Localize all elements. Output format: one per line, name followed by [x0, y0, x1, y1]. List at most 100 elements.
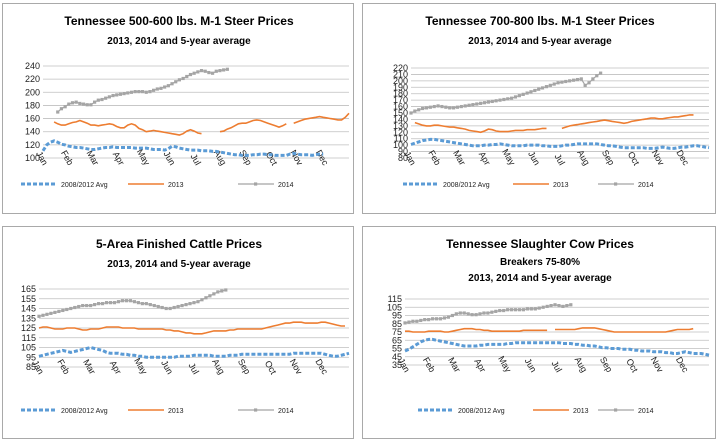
series-point	[200, 298, 204, 302]
series-point	[432, 104, 436, 109]
chart-title: 5-Area Finished Cattle Prices	[96, 237, 262, 251]
series-point	[521, 92, 525, 96]
legend-item: 2008/2012 Avg	[21, 408, 108, 415]
series-point	[568, 79, 572, 83]
series-point	[192, 301, 196, 305]
series-point	[188, 302, 192, 306]
x-tick-label: Sep	[598, 355, 615, 374]
series-point	[174, 80, 178, 84]
series-point	[57, 309, 61, 314]
series-point	[423, 318, 427, 322]
x-tick-label: Oct	[264, 150, 280, 168]
legend-label: 2013	[553, 182, 569, 189]
x-tick-label: May	[132, 356, 149, 376]
series-point	[129, 90, 134, 94]
series-point	[166, 84, 170, 88]
legend-item: 2014	[238, 408, 294, 415]
series-point	[564, 79, 568, 84]
x-tick-label: Jul	[553, 152, 567, 167]
chart-panel-steer-700-800: Tennessee 700-800 lbs. M-1 Steer Prices 2…	[362, 3, 716, 214]
legend-label: 2013	[168, 408, 184, 415]
series-point	[156, 304, 160, 309]
series-line	[38, 321, 345, 335]
series-point	[525, 91, 529, 95]
x-tick-label: Feb	[59, 149, 75, 167]
series-point	[436, 104, 440, 108]
series-point	[494, 99, 498, 103]
series-point	[494, 309, 498, 313]
series-point	[419, 318, 423, 323]
series-point	[474, 313, 478, 317]
series-line	[293, 112, 350, 124]
y-tick-label: 90	[398, 147, 408, 157]
y-tick-label: 80	[398, 153, 408, 163]
y-tick-label: 100	[25, 153, 40, 163]
legend-item: 2008/2012 Avg	[418, 408, 505, 415]
series-point	[180, 303, 184, 308]
series-point	[170, 82, 174, 86]
y-tick-label: 45	[392, 352, 402, 362]
x-tick-label: May	[500, 147, 517, 167]
series-point	[482, 101, 487, 105]
series-point	[204, 296, 208, 300]
series-point	[434, 317, 439, 321]
series-point	[140, 302, 144, 306]
series-point	[93, 100, 97, 104]
series-point	[176, 304, 180, 309]
series-point	[136, 301, 140, 305]
y-tick-label: 200	[393, 76, 408, 86]
series-point	[199, 69, 204, 73]
line-chart-steer-700-800: Tennessee 700-800 lbs. M-1 Steer Prices 2…	[393, 14, 710, 189]
y-tick-label: 160	[25, 114, 40, 124]
series-point	[533, 307, 537, 311]
series-point	[407, 320, 411, 324]
line-chart-finished-cattle: 5-Area Finished Cattle Prices 2013, 2014 …	[21, 237, 350, 415]
legend-item: 2013	[128, 182, 184, 189]
legend-label: 2008/2012 Avg	[61, 182, 108, 189]
series-point	[81, 303, 85, 308]
y-tick-label: 120	[393, 127, 408, 137]
legend-item: 2008/2012 Avg	[21, 182, 108, 189]
series-point	[164, 306, 168, 311]
series-point	[421, 106, 425, 111]
series-point	[37, 314, 41, 318]
series-point	[556, 81, 560, 85]
series-point	[438, 317, 443, 321]
series-point	[144, 90, 148, 94]
series-point	[490, 99, 494, 104]
series-point	[544, 85, 549, 89]
series-point	[56, 110, 60, 114]
x-tick-label: Oct	[626, 150, 642, 168]
series-point	[498, 308, 502, 313]
series-line	[555, 327, 694, 333]
series-line	[53, 119, 202, 136]
x-tick-label: Mar	[446, 356, 462, 374]
series-point	[403, 321, 407, 325]
x-tick-label: Jan	[30, 358, 46, 376]
y-tick-label: 145	[21, 304, 36, 314]
series-point	[70, 101, 75, 105]
series-line	[405, 327, 548, 333]
series-point	[112, 301, 117, 305]
series-point	[565, 304, 569, 308]
series-point	[53, 310, 57, 314]
series-point	[214, 69, 218, 73]
series-point	[440, 104, 444, 109]
series-point	[74, 100, 78, 104]
x-tick-label: Jun	[523, 356, 539, 374]
x-tick-label: Mar	[85, 149, 101, 167]
legend-label: 2014	[638, 182, 654, 189]
chart-panel-slaughter-cow: Tennessee Slaughter Cow Prices Breakers 7…	[362, 226, 716, 439]
series-point	[163, 85, 167, 89]
series-point	[81, 102, 86, 106]
series-point	[529, 90, 533, 94]
chart-title: Tennessee Slaughter Cow Prices	[446, 237, 634, 251]
series-point	[509, 308, 514, 312]
series-point	[100, 302, 105, 306]
legend-item: 2014	[238, 182, 294, 189]
series-point	[89, 103, 93, 107]
series-point	[132, 300, 136, 304]
series-point	[97, 302, 101, 306]
y-tick-label: 140	[393, 114, 408, 124]
series-point	[196, 300, 200, 304]
